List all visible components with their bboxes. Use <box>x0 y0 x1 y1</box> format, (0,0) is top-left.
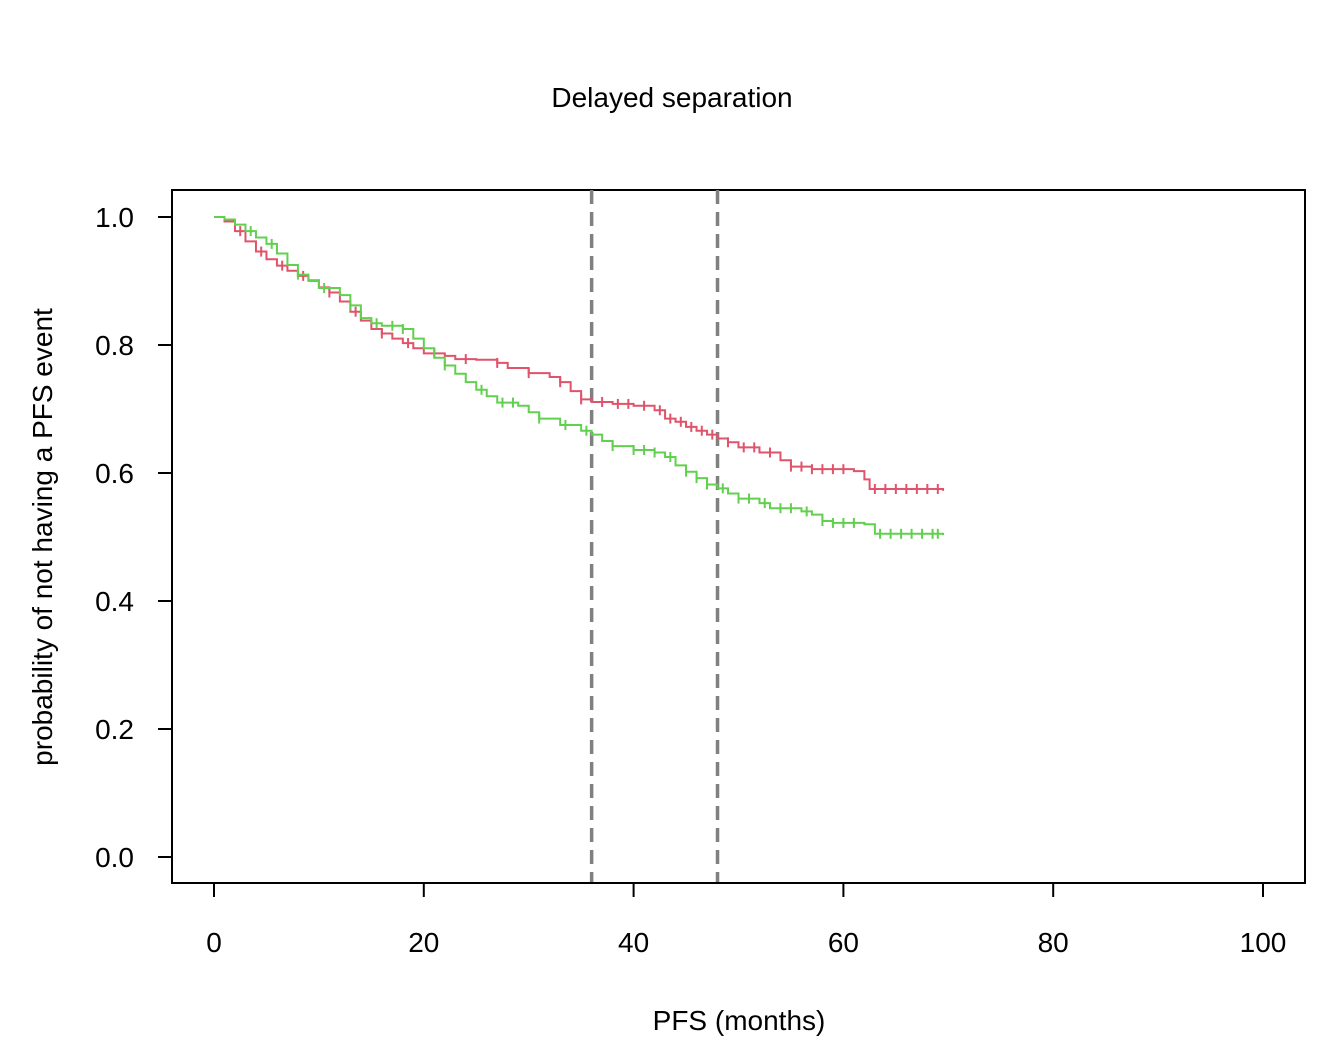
y-tick-label: 0.6 <box>95 458 134 489</box>
x-tick-label: 40 <box>618 927 649 958</box>
y-tick-label: 0.0 <box>95 842 134 873</box>
y-tick-label: 0.4 <box>95 586 134 617</box>
x-tick-label: 20 <box>408 927 439 958</box>
x-axis: 0 20 40 60 80 100 <box>206 882 1287 958</box>
chart-title: Delayed separation <box>551 82 792 113</box>
y-axis: 0.0 0.2 0.4 0.6 0.8 1.0 <box>95 202 173 873</box>
y-tick-label: 0.8 <box>95 330 134 361</box>
x-tick-label: 0 <box>206 927 222 958</box>
x-tick-label: 60 <box>828 927 859 958</box>
y-tick-label: 0.2 <box>95 714 134 745</box>
survival-curve-1 <box>214 216 945 491</box>
survival-curve-2 <box>214 216 945 536</box>
x-tick-label: 100 <box>1240 927 1287 958</box>
survival-curves <box>214 216 945 539</box>
y-axis-label: probability of not having a PFS event <box>27 308 58 766</box>
y-tick-label: 1.0 <box>95 202 134 233</box>
reference-lines <box>589 190 720 883</box>
plot-frame <box>171 189 1306 884</box>
x-tick-label: 80 <box>1038 927 1069 958</box>
x-axis-label: PFS (months) <box>653 1005 826 1036</box>
